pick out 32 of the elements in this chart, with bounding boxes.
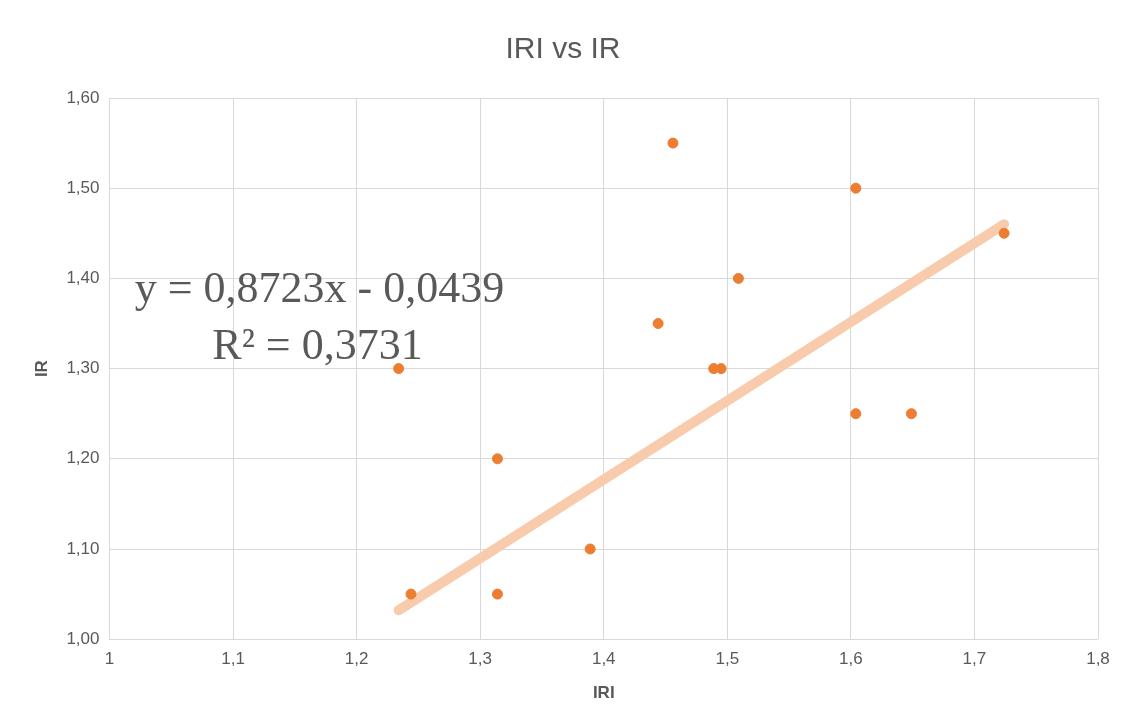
y-tick-label: 1,20	[66, 448, 100, 468]
x-tick-label: 1,5	[715, 649, 740, 669]
point	[998, 227, 1010, 239]
point	[491, 588, 503, 600]
y-tick-label: 1,50	[66, 177, 100, 197]
y-tick-label: 1,60	[66, 87, 100, 107]
x-tick-label: 1,3	[468, 649, 492, 669]
x-tick-label: 1,4	[591, 649, 616, 669]
point	[584, 543, 596, 555]
point	[667, 137, 679, 149]
annotation: R² = 0,3731	[212, 319, 423, 369]
x-axis-title: IRI	[592, 683, 615, 703]
y-axis-title: IR	[31, 360, 51, 378]
y-tick-label: 1,40	[66, 268, 100, 288]
chart-title: IRI vs IR	[505, 31, 621, 65]
x-tick-label: 1,8	[1086, 649, 1110, 669]
point	[732, 272, 744, 284]
x-tick-label: 1,7	[962, 649, 987, 669]
y-tick-label: 1,00	[66, 628, 100, 648]
x-tick-label: 1,2	[344, 649, 369, 669]
point	[905, 408, 917, 420]
y-tick-label: 1,30	[66, 358, 100, 378]
x-tick-label: 1	[104, 649, 115, 669]
x-tick-label: 1,6	[839, 649, 863, 669]
x-tick-label: 1,1	[221, 649, 245, 669]
point	[652, 318, 664, 329]
point	[491, 453, 503, 465]
annotation: y = 0,8723x - 0,0439	[134, 262, 505, 312]
y-tick-label: 1,10	[66, 538, 100, 558]
point	[850, 182, 862, 194]
point	[405, 588, 417, 600]
point	[850, 408, 862, 420]
